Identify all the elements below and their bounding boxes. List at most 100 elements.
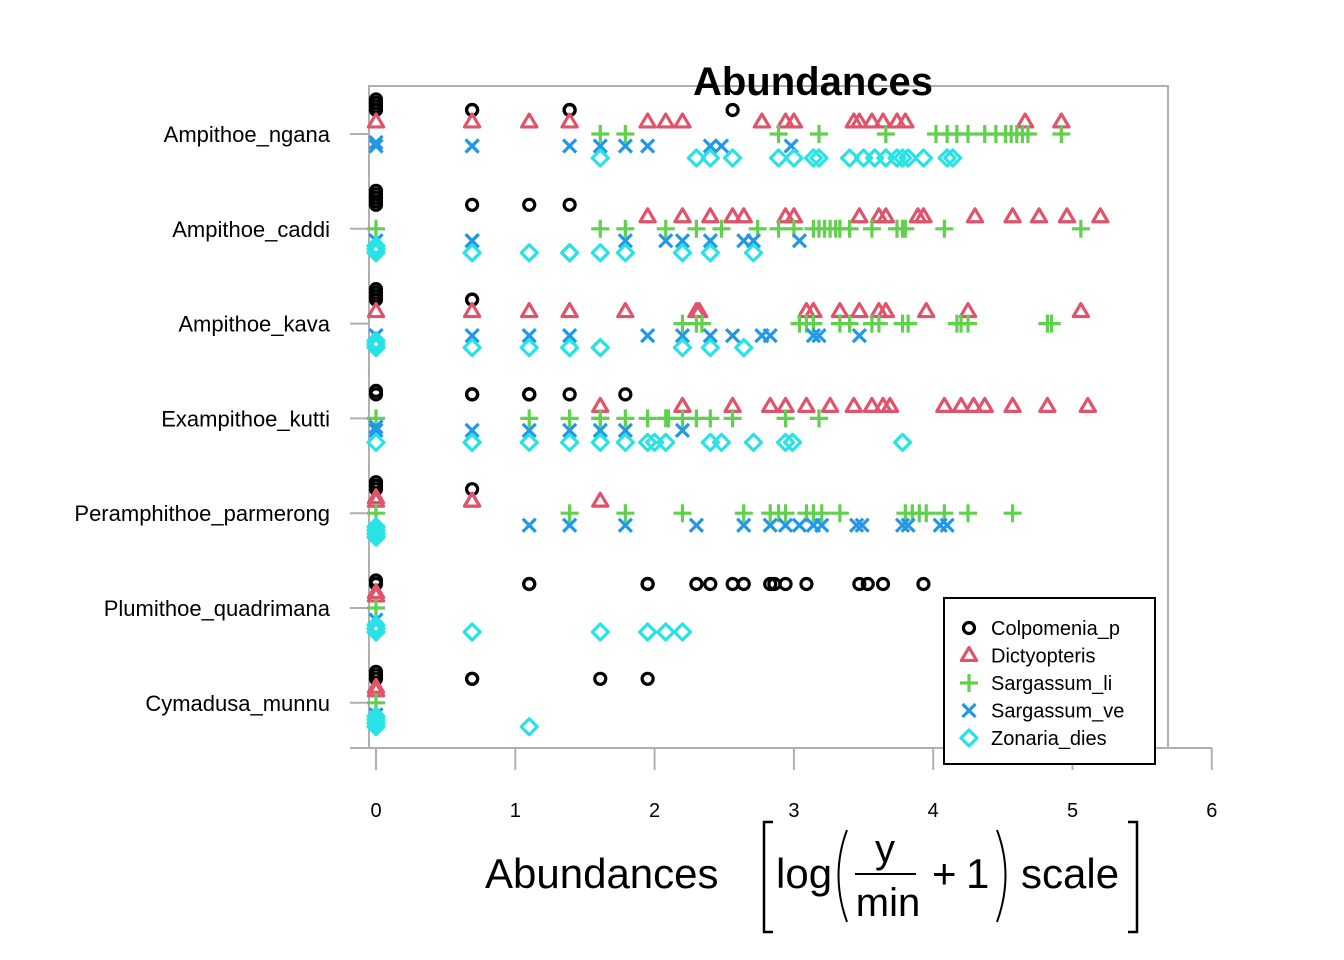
data-point: [638, 432, 658, 452]
data-point: [592, 422, 608, 439]
data-point: [892, 432, 913, 452]
x-tick-label: 0: [370, 800, 381, 822]
data-point: [640, 327, 656, 344]
data-point: [368, 134, 384, 151]
data-point: [745, 233, 762, 249]
data-point: [768, 148, 789, 168]
data-point: [687, 219, 706, 238]
data-point: [1042, 314, 1061, 333]
data-point: [688, 517, 705, 533]
y-category-label: Ampithoe_kava: [178, 312, 330, 337]
data-point: [592, 138, 608, 154]
data-point: [638, 112, 657, 129]
data-point: [1038, 396, 1057, 413]
data-point: [366, 236, 386, 256]
data-point: [743, 243, 764, 263]
x-tick-label: 3: [788, 800, 799, 822]
data-point: [703, 576, 718, 592]
data-point: [809, 409, 828, 428]
data-point: [593, 671, 608, 686]
data-point: [673, 504, 692, 523]
data-point: [1078, 396, 1098, 413]
data-point: [791, 517, 808, 533]
data-point: [809, 148, 829, 168]
data-point: [975, 396, 994, 413]
legend-marker-icon: [959, 728, 979, 748]
data-point: [520, 112, 539, 129]
data-point: [462, 302, 482, 319]
data-point: [700, 148, 720, 168]
x-axis-label-denominator: min: [856, 881, 920, 925]
right-bracket: [1128, 820, 1139, 934]
data-point: [876, 125, 895, 143]
legend-marker-icon: [960, 674, 978, 692]
data-point: [689, 302, 709, 319]
data-point: [464, 422, 480, 439]
data-point: [1018, 125, 1037, 143]
data-point: [521, 517, 537, 533]
data-point: [860, 576, 875, 592]
legend: Colpomenia_p Dictyopteris Sargassum_li Sarg…: [943, 597, 1156, 765]
y-category-label: Ampithoe_caddi: [172, 217, 330, 242]
data-point: [959, 125, 978, 143]
data-point: [752, 112, 772, 129]
data-point: [561, 138, 578, 154]
data-point: [640, 138, 656, 154]
data-points: [366, 92, 1110, 737]
data-point: [805, 327, 822, 344]
data-point: [959, 314, 978, 333]
data-point: [935, 396, 954, 413]
x-axis-label-numerator: y: [875, 827, 895, 871]
data-point: [1052, 125, 1071, 143]
data-point: [777, 517, 794, 533]
legend-marker-icon: [961, 702, 977, 719]
legend-item: Sargassum_ve: [961, 701, 1124, 723]
data-point: [465, 387, 480, 402]
data-point: [656, 622, 676, 642]
data-point: [850, 112, 869, 129]
data-point: [656, 219, 675, 238]
data-point: [713, 138, 730, 154]
data-point: [736, 576, 751, 592]
data-point: [616, 302, 635, 319]
data-point: [723, 207, 742, 224]
data-point: [560, 409, 579, 428]
data-point: [366, 112, 386, 129]
legend-label: Dictyopteris: [991, 646, 1095, 668]
data-point: [674, 327, 691, 344]
data-point: [617, 138, 633, 154]
x-tick-label: 6: [1206, 800, 1217, 822]
data-point: [672, 338, 693, 358]
x-tick-label: 1: [510, 800, 521, 822]
data-point: [734, 338, 754, 358]
data-point: [762, 327, 778, 344]
data-point: [674, 422, 691, 439]
data-point: [880, 396, 900, 413]
data-point: [521, 422, 537, 439]
data-point: [862, 396, 882, 413]
data-point: [366, 488, 386, 505]
data-point: [366, 302, 386, 319]
data-point: [462, 338, 482, 358]
data-point: [521, 327, 537, 344]
data-point: [640, 576, 655, 592]
left-paren: [837, 829, 848, 923]
data-point: [939, 517, 955, 533]
data-point: [724, 327, 741, 344]
data-point: [894, 517, 911, 533]
data-point: [560, 338, 580, 358]
data-point: [797, 396, 816, 413]
x-axis-label: Abundances log y min + 1 scale: [485, 820, 1139, 934]
data-point: [791, 233, 808, 249]
data-point: [776, 504, 795, 523]
data-point: [368, 138, 384, 154]
data-point: [367, 599, 385, 617]
data-point: [368, 475, 384, 490]
data-point: [917, 302, 936, 319]
right-paren: [996, 829, 1007, 923]
data-point: [775, 432, 796, 452]
x-tick-label: 4: [928, 800, 939, 822]
data-point: [896, 112, 915, 129]
data-point: [701, 409, 720, 428]
